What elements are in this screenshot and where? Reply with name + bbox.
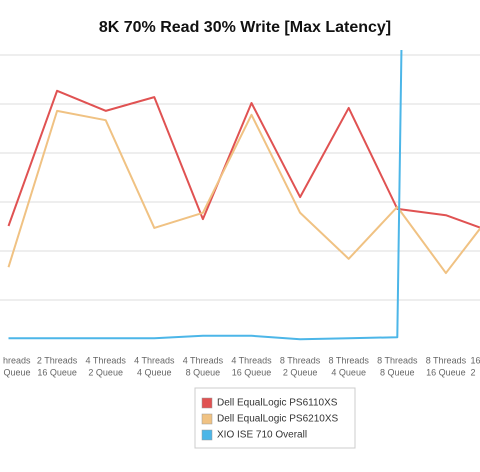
x-tick-label: 4 Threads	[231, 355, 272, 365]
legend-label: Dell EqualLogic PS6110XS	[217, 398, 338, 409]
grid	[0, 54, 480, 301]
x-tick-label: hreads	[3, 355, 31, 365]
legend-label: XIO ISE 710 Overall	[217, 430, 307, 441]
legend-items: Dell EqualLogic PS6110XS Dell EqualLogic …	[201, 397, 339, 441]
x-tick-label: Queue	[3, 367, 30, 377]
x-tick-label: 4 Queue	[331, 367, 366, 377]
x-tick-label: 4 Queue	[137, 367, 172, 377]
legend-label: Dell EqualLogic PS6210XS	[217, 414, 339, 425]
x-tick-label: 8 Queue	[380, 367, 415, 377]
x-axis: hreads Queue 2 Threads 16 Queue 4 Threads 2 Q…	[3, 355, 480, 377]
x-tick-label: 4 Threads	[86, 355, 127, 365]
x-tick-label: 4 Threads	[134, 355, 175, 365]
series-line	[7, 109, 480, 275]
x-tick-label: 16 Queue	[232, 367, 272, 377]
x-tick-label: 16 Queue	[37, 367, 77, 377]
legend-swatch	[201, 413, 213, 425]
x-tick-label: 8 Threads	[426, 355, 467, 365]
x-tick-label: 2	[471, 367, 476, 377]
x-tick-label: 8 Threads	[280, 355, 321, 365]
legend-swatch	[201, 429, 213, 441]
plot-area	[7, 50, 480, 341]
x-tick-label: 16	[471, 355, 480, 365]
x-tick-label: 8 Threads	[377, 355, 418, 365]
chart-title: 8K 70% Read 30% Write [Max Latency]	[99, 19, 391, 36]
legend-swatch	[201, 397, 213, 409]
x-tick-label: 4 Threads	[183, 355, 224, 365]
x-tick-label: 16 Queue	[426, 367, 466, 377]
x-tick-label: 8 Queue	[186, 367, 221, 377]
x-tick-label: 2 Queue	[88, 367, 123, 377]
series-line	[7, 89, 480, 229]
x-tick-label: 2 Queue	[283, 367, 318, 377]
x-tick-label: 8 Threads	[329, 355, 370, 365]
series-line	[8, 50, 403, 341]
legend	[194, 387, 356, 449]
x-tick-label: 2 Threads	[37, 355, 78, 365]
